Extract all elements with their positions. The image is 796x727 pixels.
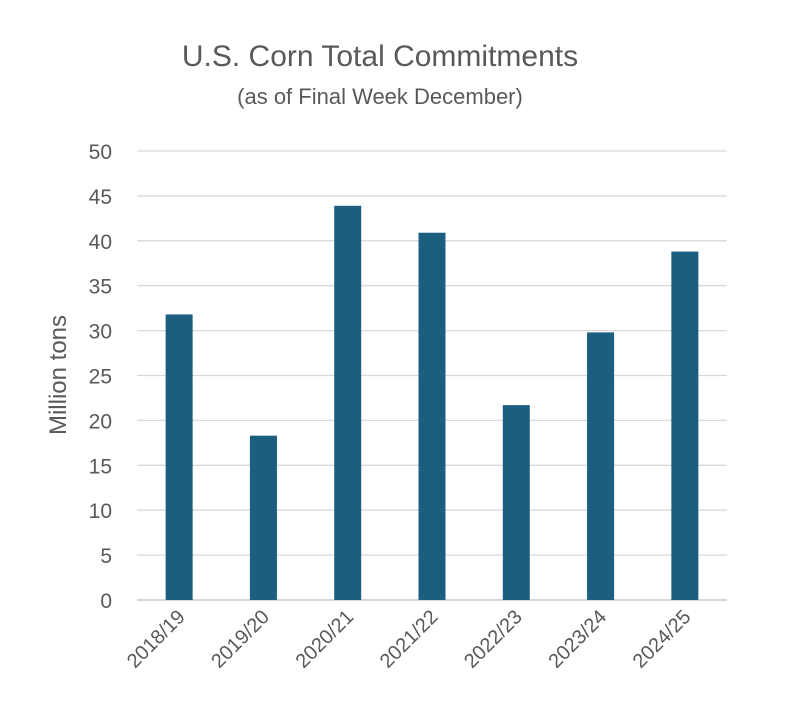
y-tick-label: 30 <box>89 321 112 344</box>
bar <box>502 405 530 600</box>
y-axis-label: Million tons <box>45 315 72 435</box>
y-tick-label: 10 <box>89 500 112 523</box>
y-tick-label: 50 <box>89 141 112 164</box>
bars <box>165 205 699 601</box>
y-tick-label: 0 <box>100 590 112 613</box>
x-tick-label: 2022/23 <box>460 606 527 673</box>
y-tick-label: 15 <box>89 455 112 478</box>
x-tick-label: 2018/19 <box>123 606 190 673</box>
y-tick-label: 5 <box>100 545 112 568</box>
y-tick-label: 25 <box>89 366 112 389</box>
y-tick-label: 20 <box>89 410 112 433</box>
x-tick-labels: 2018/19 2019/20 2020/21 2021/22 2022/23 2023/… <box>123 606 695 673</box>
x-tick-label: 2020/21 <box>292 606 359 673</box>
bar <box>587 332 615 600</box>
bar <box>334 205 362 600</box>
y-tick-label: 35 <box>89 276 112 299</box>
x-tick-label: 2024/25 <box>629 606 696 673</box>
bar <box>165 314 193 600</box>
bar <box>249 435 277 600</box>
bar <box>418 232 446 600</box>
chart-title: U.S. Corn Total Commitments <box>182 40 578 73</box>
y-tick-labels: 0 5 10 15 20 25 30 35 40 45 50 <box>89 141 112 613</box>
x-tick-label: 2023/24 <box>544 606 611 673</box>
y-tick-label: 40 <box>89 231 112 254</box>
x-tick-label: 2019/20 <box>207 606 274 673</box>
x-tick-label: 2021/22 <box>376 606 443 673</box>
bar <box>671 251 699 601</box>
chart-subtitle: (as of Final Week December) <box>237 84 523 109</box>
y-tick-label: 45 <box>89 186 112 209</box>
